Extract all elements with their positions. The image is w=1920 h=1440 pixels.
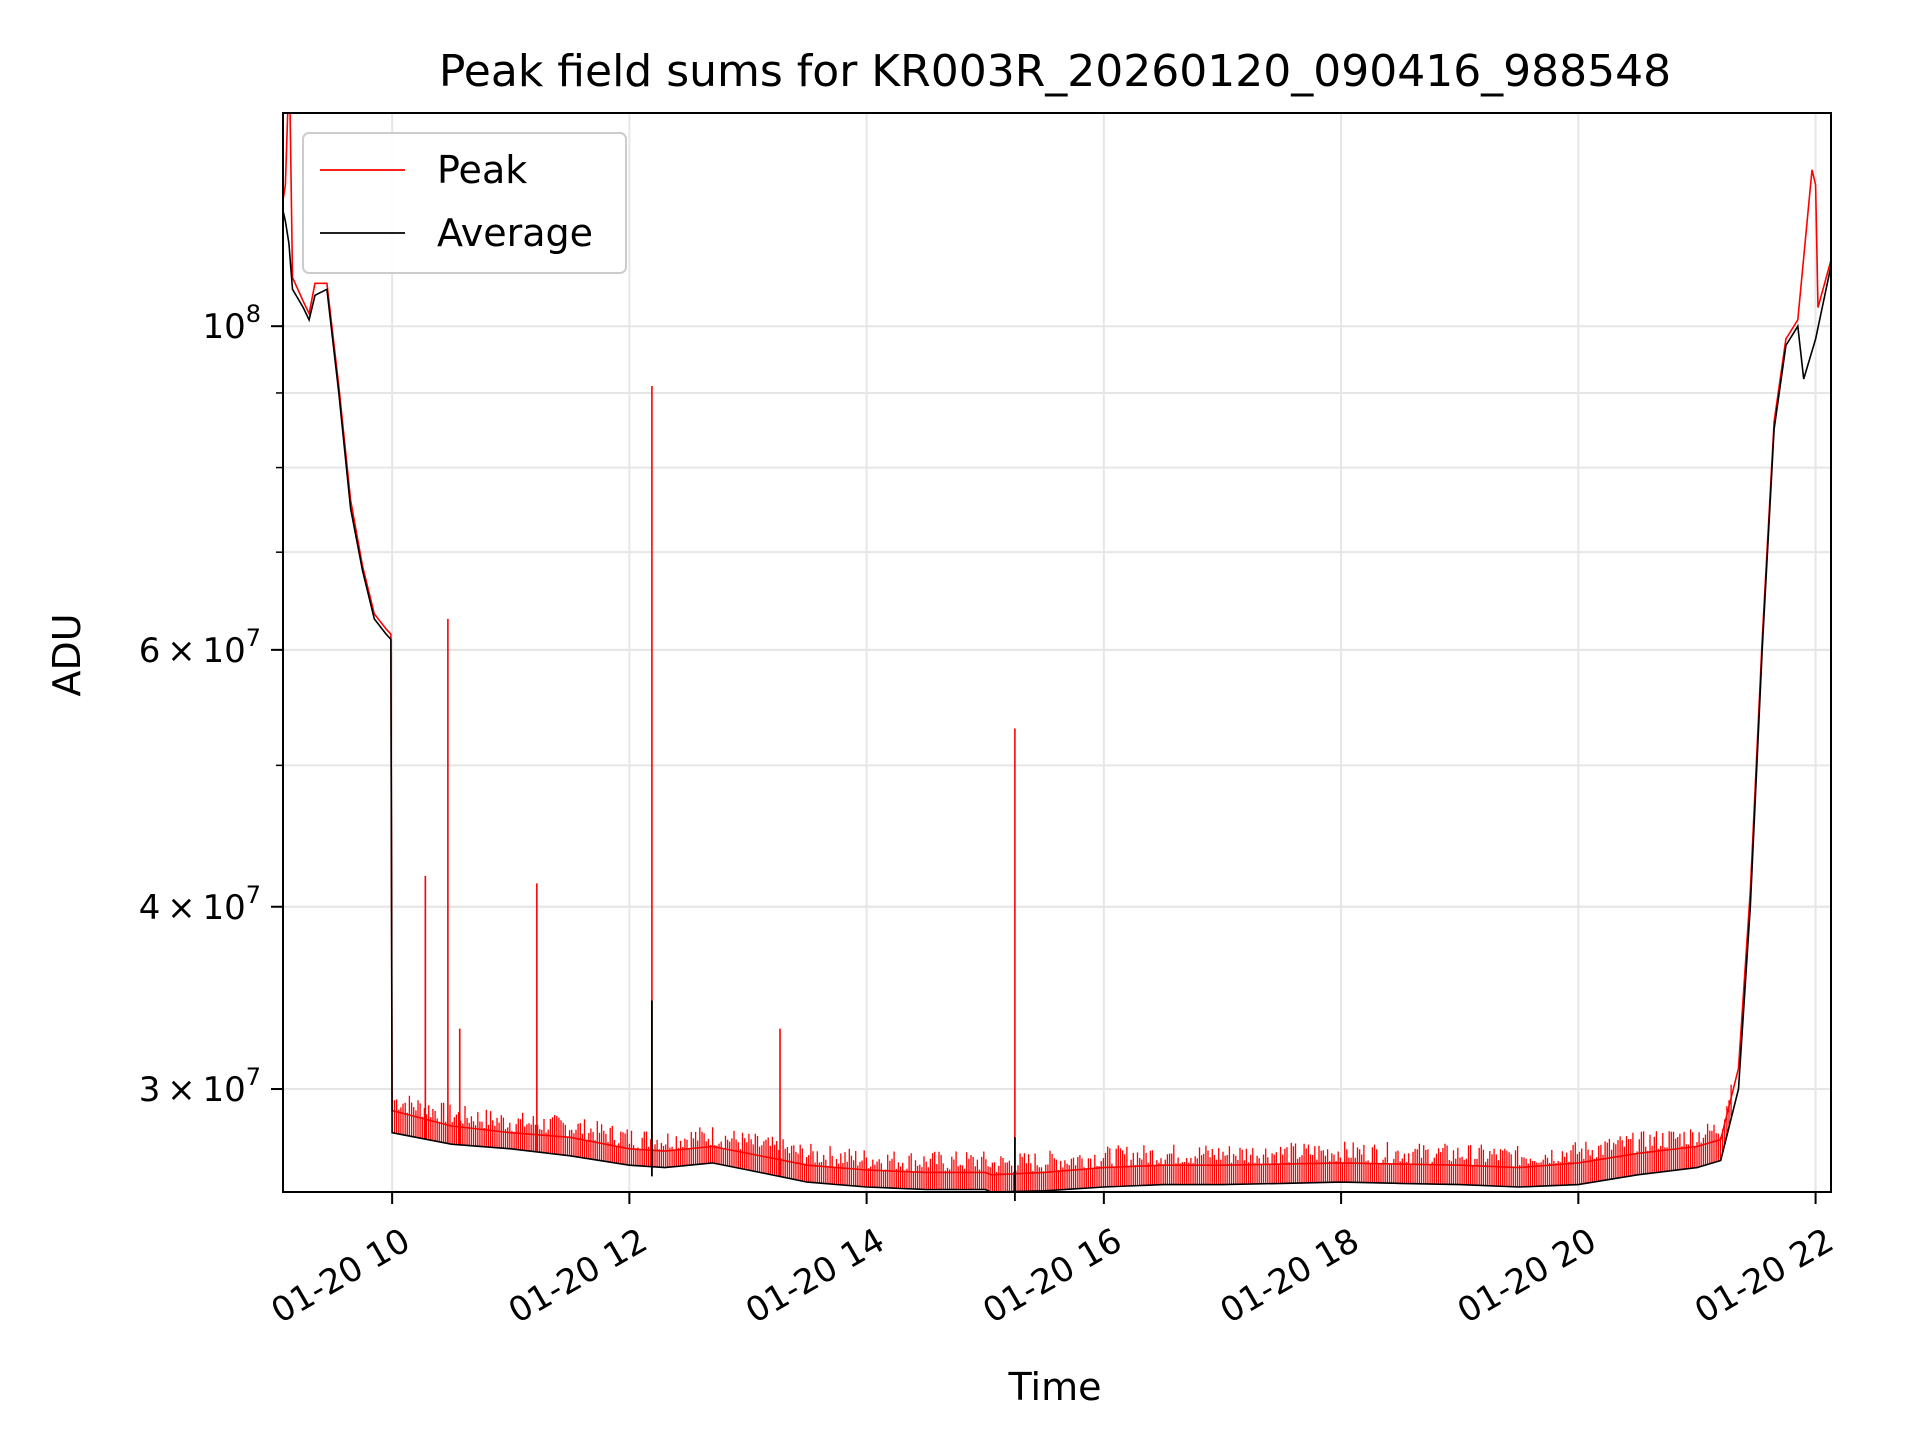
legend-label-average: Average bbox=[437, 211, 593, 255]
y-tick-label: 6 × 107 bbox=[139, 624, 261, 671]
legend-label-peak: Peak bbox=[437, 148, 527, 192]
grid bbox=[283, 113, 1831, 1192]
x-axis-label: Time bbox=[1008, 1365, 1102, 1409]
x-tick-label: 01-20 18 bbox=[1214, 1221, 1366, 1332]
legend-box bbox=[302, 132, 627, 274]
x-tick-label: 01-20 16 bbox=[976, 1221, 1128, 1332]
y-tick-label: 108 bbox=[202, 300, 261, 347]
x-tick-label: 01-20 12 bbox=[502, 1221, 654, 1332]
x-tick-label: 01-20 14 bbox=[739, 1221, 891, 1332]
x-tick-label: 01-20 10 bbox=[265, 1221, 417, 1332]
series-average-line bbox=[282, 210, 1832, 1193]
y-tick-label: 4 × 107 bbox=[139, 881, 261, 928]
chart-title: Peak field sums for KR003R_20260120_0904… bbox=[439, 46, 1671, 97]
series-peak-noise bbox=[393, 1084, 1732, 1192]
plot-frame bbox=[282, 112, 1832, 1193]
y-axis-label: ADU bbox=[45, 613, 89, 696]
x-tick-label: 01-20 20 bbox=[1451, 1221, 1603, 1332]
legend: Peak Average bbox=[302, 132, 627, 274]
x-axis: 01-20 10 01-20 12 01-20 14 01-20 16 01-20 18… bbox=[265, 1192, 1840, 1332]
x-tick-label: 01-20 22 bbox=[1688, 1221, 1840, 1332]
series-layer bbox=[282, 112, 1832, 1202]
y-axis: 3 × 107 4 × 107 6 × 107 108 bbox=[139, 300, 283, 1110]
y-tick-label: 3 × 107 bbox=[139, 1063, 261, 1110]
